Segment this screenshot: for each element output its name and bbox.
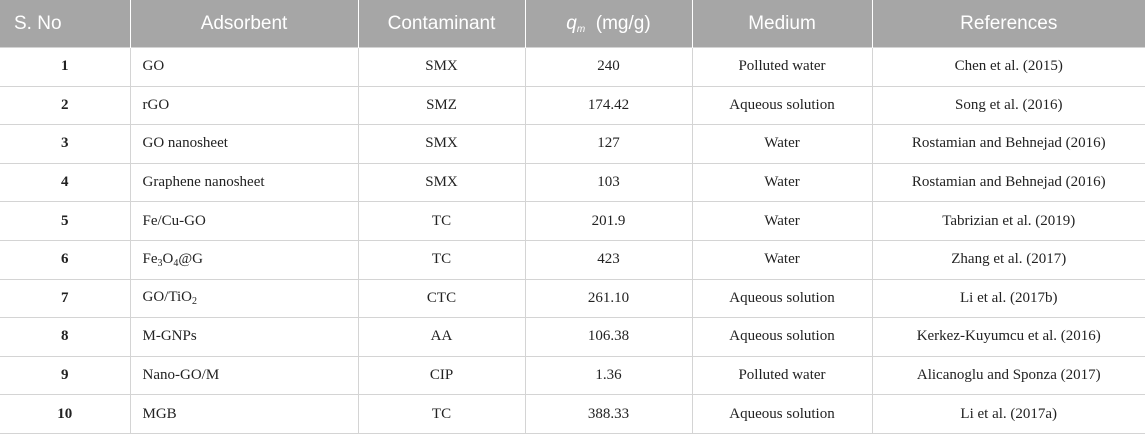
cell-reference: Rostamian and Behnejad (2016) xyxy=(871,124,1145,164)
adsorbent-text: O xyxy=(162,250,174,267)
table-row: 1 GO SMX 240 Polluted water Chen et al. (2015… xyxy=(0,47,1145,87)
header-references: References xyxy=(871,0,1145,48)
cell-reference: Li et al. (2017a) xyxy=(871,394,1145,434)
cell-contaminant: SMX xyxy=(357,162,526,203)
table-row: 3 GO nanosheet SMX 127 Water Rostamian and Be… xyxy=(0,124,1145,164)
cell-adsorbent: Fe3O4@G xyxy=(129,239,359,280)
cell-qm: 174.42 xyxy=(524,85,693,126)
table-body: 1 GO SMX 240 Polluted water Chen et al. (2015… xyxy=(0,47,1145,434)
adsorbent-text: MGB xyxy=(142,405,177,422)
cell-contaminant: AA xyxy=(357,317,526,357)
header-row: S. No Adsorbent Contaminant qm (mg/g) Me… xyxy=(0,0,1145,48)
cell-adsorbent: rGO xyxy=(129,85,359,126)
cell-qm: 240 xyxy=(524,47,693,87)
cell-sno: 5 xyxy=(0,201,131,241)
cell-qm: 106.38 xyxy=(524,317,693,357)
cell-qm: 1.36 xyxy=(524,355,693,396)
cell-adsorbent: GO nanosheet xyxy=(129,124,359,164)
cell-sno: 7 xyxy=(0,278,131,319)
cell-qm: 423 xyxy=(524,239,693,280)
cell-medium: Water xyxy=(691,239,873,280)
cell-contaminant: SMZ xyxy=(357,85,526,126)
adsorbent-text: @G xyxy=(178,250,203,267)
header-adsorbent: Adsorbent xyxy=(129,0,358,48)
adsorbent-subscript: 2 xyxy=(191,296,197,308)
adsorbent-text: rGO xyxy=(142,96,170,113)
cell-medium: Water xyxy=(691,201,873,241)
cell-sno: 6 xyxy=(0,239,131,280)
cell-contaminant: CIP xyxy=(357,355,526,396)
table-row: 9 Nano-GO/M CIP 1.36 Polluted water Alicanogl… xyxy=(0,355,1145,396)
cell-reference: Li et al. (2017b) xyxy=(871,278,1145,319)
cell-contaminant: TC xyxy=(357,239,526,280)
adsorbent-text: Graphene nanosheet xyxy=(142,174,265,191)
cell-sno: 3 xyxy=(0,124,131,164)
cell-contaminant: TC xyxy=(357,201,526,241)
cell-medium: Aqueous solution xyxy=(691,278,873,319)
cell-medium: Aqueous solution xyxy=(691,317,873,357)
adsorbent-subscript: 3 xyxy=(157,257,163,269)
cell-medium: Water xyxy=(691,124,873,164)
adsorbent-text: M-GNPs xyxy=(142,328,197,345)
adsorbent-text: Fe/Cu-GO xyxy=(142,212,206,229)
cell-contaminant: CTC xyxy=(357,278,526,319)
header-contaminant: Contaminant xyxy=(357,0,525,48)
table-row: 7 GO/TiO2 CTC 261.10 Aqueous solution Li et a… xyxy=(0,278,1145,319)
table-row: 5 Fe/Cu-GO TC 201.9 Water Tabrizian et al. (2… xyxy=(0,201,1145,241)
adsorbent-text: GO nanosheet xyxy=(142,135,228,152)
cell-qm: 261.10 xyxy=(524,278,693,319)
cell-sno: 10 xyxy=(0,394,131,434)
cell-reference: Rostamian and Behnejad (2016) xyxy=(871,162,1145,203)
cell-medium: Polluted water xyxy=(691,47,873,87)
cell-qm: 201.9 xyxy=(524,201,693,241)
cell-sno: 1 xyxy=(0,47,131,87)
cell-contaminant: TC xyxy=(357,394,526,434)
table-row: 2 rGO SMZ 174.42 Aqueous solution Song et al.… xyxy=(0,85,1145,126)
cell-contaminant: SMX xyxy=(357,124,526,164)
table-row: 8 M-GNPs AA 106.38 Aqueous solution Kerkez-Ku… xyxy=(0,317,1145,357)
adsorbent-subscript: 4 xyxy=(173,257,179,269)
cell-sno: 2 xyxy=(0,85,131,126)
cell-adsorbent: Fe/Cu-GO xyxy=(129,201,359,241)
cell-qm: 103 xyxy=(524,162,693,203)
cell-adsorbent: GO/TiO2 xyxy=(129,278,359,319)
adsorbent-text: Nano-GO/M xyxy=(142,367,220,384)
adsorbent-text: Fe xyxy=(142,250,158,267)
cell-reference: Tabrizian et al. (2019) xyxy=(871,201,1145,241)
cell-sno: 4 xyxy=(0,162,131,203)
table-row: 10 MGB TC 388.33 Aqueous solution Li et al. (… xyxy=(0,394,1145,434)
cell-adsorbent: MGB xyxy=(129,394,359,434)
cell-qm: 127 xyxy=(524,124,693,164)
table-header: S. No Adsorbent Contaminant qm (mg/g) Me… xyxy=(0,0,1145,48)
header-qm-symbol: q xyxy=(566,12,577,34)
cell-reference: Zhang et al. (2017) xyxy=(871,239,1145,280)
table-row: 6 Fe3O4@G TC 423 Water Zhang et al. (2017) xyxy=(0,239,1145,280)
adsorbent-text: GO/TiO xyxy=(142,289,192,306)
header-sno: S. No xyxy=(0,0,130,48)
cell-reference: Chen et al. (2015) xyxy=(871,47,1145,87)
cell-reference: Song et al. (2016) xyxy=(871,85,1145,126)
cell-medium: Aqueous solution xyxy=(691,394,873,434)
cell-reference: Kerkez-Kuyumcu et al. (2016) xyxy=(871,317,1145,357)
cell-adsorbent: GO xyxy=(129,47,359,87)
header-qm-unit: (mg/g) xyxy=(595,12,651,34)
cell-adsorbent: Nano-GO/M xyxy=(129,355,359,396)
header-medium: Medium xyxy=(691,0,872,48)
cell-sno: 8 xyxy=(0,317,131,357)
cell-adsorbent: Graphene nanosheet xyxy=(129,162,359,203)
cell-sno: 9 xyxy=(0,355,131,396)
cell-medium: Water xyxy=(691,162,873,203)
cell-medium: Aqueous solution xyxy=(691,85,873,126)
table-row: 4 Graphene nanosheet SMX 103 Water Rostamian … xyxy=(0,162,1145,203)
header-qm: qm (mg/g) xyxy=(524,0,692,48)
cell-medium: Polluted water xyxy=(691,355,873,396)
adsorbent-text: GO xyxy=(142,58,165,75)
cell-contaminant: SMX xyxy=(357,47,526,87)
cell-adsorbent: M-GNPs xyxy=(129,317,359,357)
cell-reference: Alicanoglu and Sponza (2017) xyxy=(871,355,1145,396)
cell-qm: 388.33 xyxy=(524,394,693,434)
header-qm-subscript: m xyxy=(576,23,586,35)
